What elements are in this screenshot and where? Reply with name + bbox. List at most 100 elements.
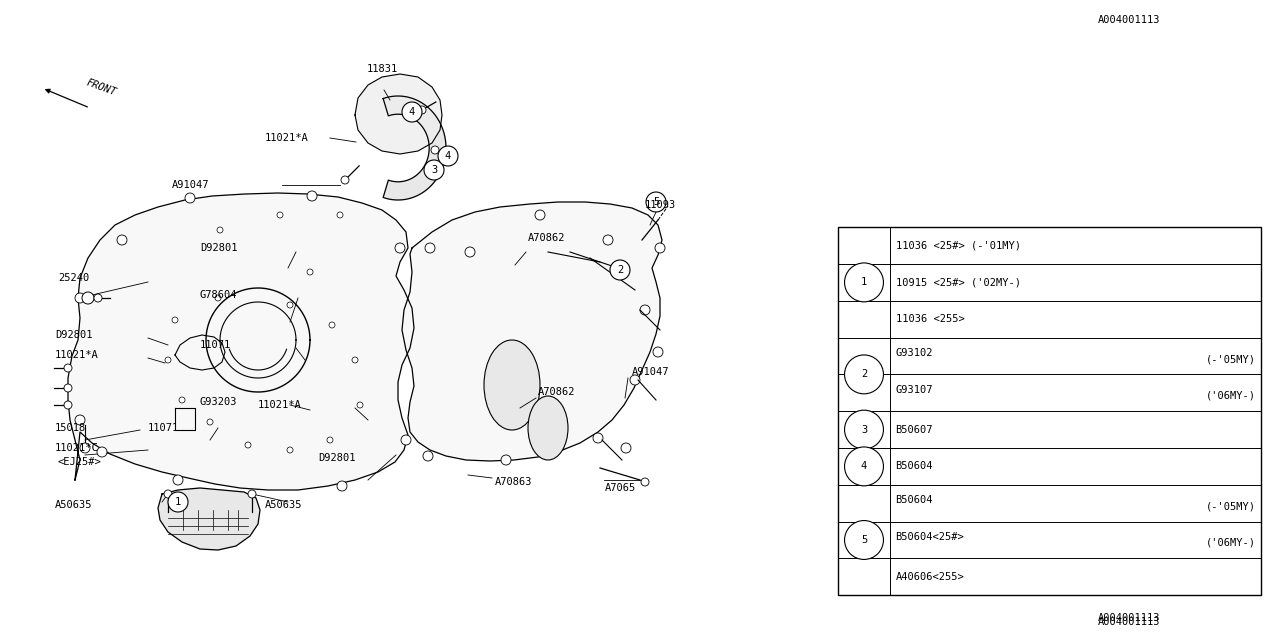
Text: B50604<25#>: B50604<25#> [896, 532, 964, 542]
Circle shape [465, 247, 475, 257]
Circle shape [287, 447, 293, 453]
Circle shape [401, 435, 411, 445]
Text: ('06MY-): ('06MY-) [1206, 391, 1256, 401]
Circle shape [307, 269, 314, 275]
Circle shape [845, 355, 883, 394]
Text: 11021*A: 11021*A [259, 400, 302, 410]
Circle shape [630, 375, 640, 385]
Bar [838, 227, 1261, 595]
Text: 4: 4 [861, 461, 867, 472]
Text: FRONT: FRONT [84, 78, 118, 98]
Text: ('06MY-): ('06MY-) [1206, 538, 1256, 548]
Text: D92801: D92801 [317, 453, 356, 463]
Text: 5: 5 [861, 535, 867, 545]
Circle shape [215, 295, 221, 301]
Circle shape [276, 212, 283, 218]
Circle shape [165, 357, 172, 363]
Circle shape [307, 191, 317, 201]
Circle shape [535, 210, 545, 220]
Circle shape [500, 455, 511, 465]
Polygon shape [68, 193, 413, 490]
Text: A004001113: A004001113 [1098, 15, 1161, 26]
Polygon shape [157, 488, 260, 550]
Text: 4: 4 [445, 151, 451, 161]
Text: 10915 <25#> ('02MY-): 10915 <25#> ('02MY-) [896, 277, 1020, 287]
Circle shape [64, 384, 72, 392]
Polygon shape [402, 202, 662, 461]
Text: 11071: 11071 [148, 423, 179, 433]
Circle shape [82, 292, 93, 304]
Text: G78604: G78604 [200, 290, 238, 300]
Text: 11021*A: 11021*A [55, 350, 99, 360]
Circle shape [646, 192, 666, 212]
Text: 11071: 11071 [200, 340, 232, 350]
Circle shape [218, 227, 223, 233]
Text: (-'05MY): (-'05MY) [1206, 354, 1256, 364]
Circle shape [641, 478, 649, 486]
Text: 3: 3 [431, 165, 438, 175]
Text: 2: 2 [861, 369, 867, 380]
Circle shape [593, 433, 603, 443]
Circle shape [244, 442, 251, 448]
Text: A50635: A50635 [55, 500, 92, 510]
Circle shape [248, 490, 256, 498]
Text: A70862: A70862 [538, 387, 576, 397]
Text: 11093: 11093 [645, 200, 676, 210]
Text: 2: 2 [617, 265, 623, 275]
Circle shape [337, 212, 343, 218]
Circle shape [116, 235, 127, 245]
Circle shape [845, 410, 883, 449]
Circle shape [93, 294, 102, 302]
Text: 11021*C: 11021*C [55, 443, 99, 453]
Text: <EJ25#>: <EJ25#> [58, 457, 101, 467]
Text: G93107: G93107 [896, 385, 933, 395]
Text: 15018: 15018 [55, 423, 86, 433]
Circle shape [611, 260, 630, 280]
Text: 11036 <255>: 11036 <255> [896, 314, 964, 324]
Circle shape [424, 160, 444, 180]
Circle shape [337, 481, 347, 491]
Text: 11831: 11831 [366, 64, 398, 74]
Text: A50635: A50635 [265, 500, 302, 510]
Text: A70862: A70862 [529, 233, 566, 243]
Circle shape [845, 447, 883, 486]
Text: 4: 4 [408, 107, 415, 117]
Circle shape [640, 305, 650, 315]
Text: A91047: A91047 [632, 367, 669, 377]
Circle shape [64, 401, 72, 409]
Circle shape [179, 397, 186, 403]
Circle shape [173, 475, 183, 485]
Circle shape [425, 243, 435, 253]
Text: B50604: B50604 [896, 495, 933, 505]
Circle shape [168, 492, 188, 512]
Text: A7065: A7065 [605, 483, 636, 493]
Polygon shape [355, 74, 442, 154]
Text: 1: 1 [175, 497, 182, 507]
Circle shape [431, 146, 439, 154]
Text: B50607: B50607 [896, 424, 933, 435]
Ellipse shape [484, 340, 540, 430]
Text: (-'05MY): (-'05MY) [1206, 501, 1256, 511]
Circle shape [97, 447, 108, 457]
Circle shape [655, 243, 666, 253]
Text: A40606<255>: A40606<255> [896, 572, 964, 582]
Circle shape [621, 443, 631, 453]
Circle shape [76, 415, 84, 425]
Circle shape [845, 520, 883, 559]
Text: D92801: D92801 [200, 243, 238, 253]
Circle shape [603, 235, 613, 245]
Circle shape [79, 443, 90, 453]
Circle shape [164, 490, 172, 498]
Text: G93203: G93203 [200, 397, 238, 407]
Circle shape [207, 419, 212, 425]
Circle shape [172, 317, 178, 323]
Text: 3: 3 [861, 424, 867, 435]
Circle shape [396, 243, 404, 253]
Text: A91047: A91047 [172, 180, 210, 190]
Ellipse shape [529, 396, 568, 460]
Polygon shape [383, 96, 445, 200]
Text: A004001113: A004001113 [1098, 617, 1161, 627]
Circle shape [352, 357, 358, 363]
Circle shape [845, 263, 883, 302]
Text: 11021*A: 11021*A [264, 133, 308, 143]
